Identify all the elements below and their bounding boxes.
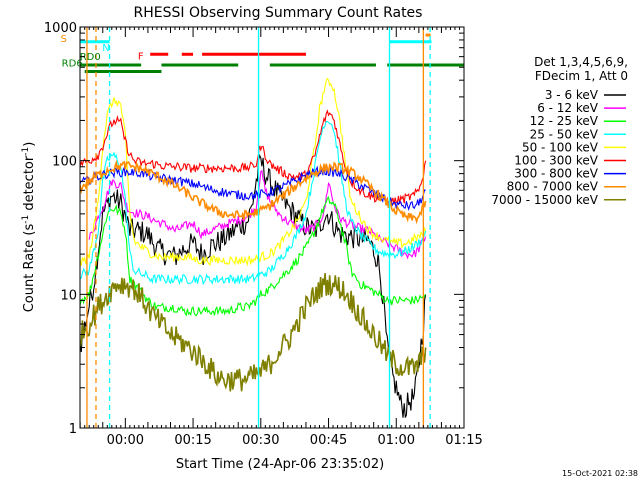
legend-entry-label: 12 - 25 keV	[530, 114, 599, 128]
series-line	[80, 120, 427, 286]
flag-label: RD0	[80, 52, 101, 63]
x-tick-label: 01:00	[378, 433, 415, 448]
x-tick-label: 00:15	[174, 433, 211, 448]
legend-entry-label: 7000 - 15000 keV	[491, 193, 598, 207]
legend-entry-label: 800 - 7000 keV	[507, 180, 599, 194]
legend-entry-label: 6 - 12 keV	[537, 101, 599, 115]
y-axis-label-sup-2: -1	[21, 147, 31, 156]
legend-entry-label: 3 - 6 keV	[545, 88, 599, 102]
timestamp: 15-Oct-2021 02:38	[562, 469, 638, 478]
flag-label: RD6	[62, 58, 83, 69]
series-line	[80, 159, 427, 225]
x-tick-label: 01:15	[445, 433, 482, 448]
series-line	[80, 196, 427, 317]
y-tick-label: 100	[52, 155, 77, 170]
x-axis-label: Start Time (24-Apr-06 23:35:02)	[176, 457, 384, 472]
flag-label: N	[102, 43, 109, 54]
legend-entry-label: 300 - 800 keV	[514, 167, 598, 181]
chart-title: RHESSI Observing Summary Count Rates	[134, 5, 423, 21]
x-tick-label: 00:00	[107, 433, 144, 448]
plot-frame	[79, 26, 465, 429]
series-line	[80, 77, 427, 267]
legend-header: Det 1,3,4,5,6,9,	[534, 55, 628, 69]
series-line	[88, 169, 427, 260]
flag-label: S	[61, 34, 67, 45]
legend-entry-label: 50 - 100 keV	[522, 140, 599, 154]
legend-entry-label: 100 - 300 keV	[514, 154, 598, 168]
series-line	[80, 273, 427, 392]
series-line	[80, 153, 427, 418]
y-axis-label-main: Count Rate (s	[22, 224, 37, 313]
y-axis-label-close: )	[22, 142, 37, 147]
flag-label: F	[138, 51, 144, 62]
y-axis-label-tail: detector	[22, 155, 37, 215]
y-tick-label: 10	[60, 288, 77, 303]
y-axis-label-sup: -1	[21, 215, 31, 224]
legend-header: FDecim 1, Att 0	[535, 69, 628, 83]
legend-entry-label: 25 - 50 keV	[530, 127, 599, 141]
y-tick-label: 1	[69, 422, 77, 437]
y-tick-label: 1000	[44, 21, 77, 36]
y-axis-label: Count Rate (s-1 detector-1)	[21, 142, 37, 313]
x-tick-label: 00:30	[242, 433, 279, 448]
x-tick-label: 00:45	[310, 433, 347, 448]
